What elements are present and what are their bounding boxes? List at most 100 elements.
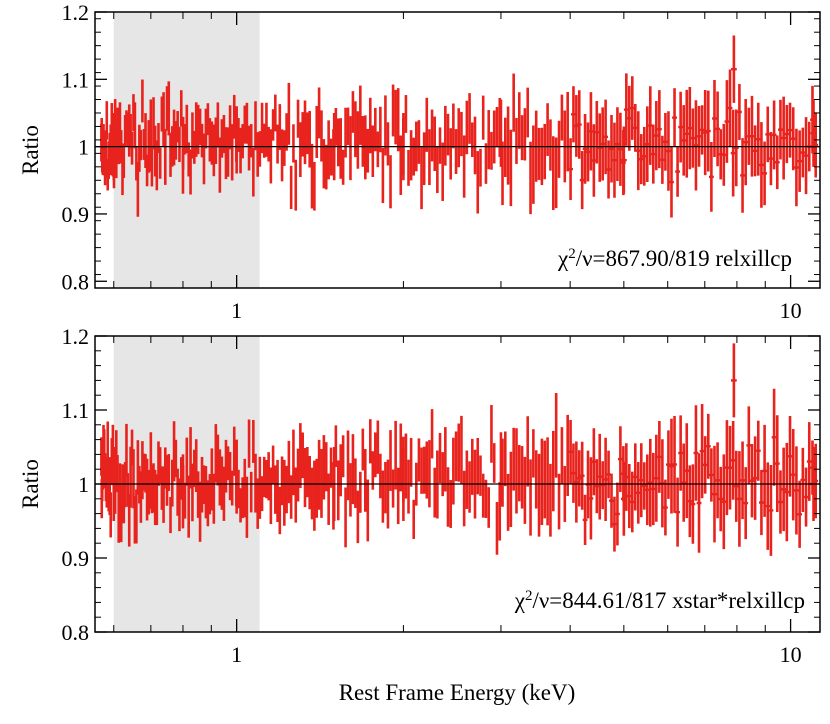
error-bar-point: [576, 90, 582, 159]
error-bar-point: [659, 439, 665, 528]
error-bar-point: [644, 106, 650, 183]
error-bar-point: [582, 113, 588, 184]
error-bar-point: [617, 112, 623, 186]
error-bar-point: [752, 125, 758, 177]
error-bar-point: [718, 466, 724, 532]
error-bar-point: [797, 130, 803, 192]
error-bar-point: [740, 441, 745, 520]
top-panel-fit-text: 867.90/819 relxillcp: [605, 246, 792, 271]
error-bar-point: [690, 108, 696, 168]
error-bar-point: [591, 124, 597, 197]
error-bar-point: [588, 457, 594, 540]
error-bar-point: [790, 428, 796, 521]
y-tick-label: 0.8: [62, 620, 90, 645]
error-bar-point: [626, 85, 632, 151]
error-bar-point: [684, 89, 690, 178]
top-panel: 0.8 0.9 1 1.1 1.2 1 10 Ratio χ2/ν=867.90/819 r…: [18, 0, 821, 323]
error-bar-point: [696, 105, 702, 167]
error-bar-point: [727, 69, 733, 147]
error-bar-point: [715, 91, 720, 167]
x-tick-label: 10: [780, 298, 802, 323]
error-bar-point: [672, 416, 677, 513]
error-bar-point: [705, 90, 711, 172]
error-bar-point: [672, 88, 677, 148]
error-bar-point: [762, 141, 767, 206]
y-tick-label: 1.2: [62, 0, 90, 25]
error-bar-point: [790, 107, 796, 171]
bottom-panel-ticks: 0.8 0.9 1 1.1 1.2 1 10: [62, 324, 820, 667]
error-bar-point: [653, 434, 659, 522]
error-bar-point: [755, 102, 761, 176]
error-bar-point: [594, 100, 600, 164]
error-bar-point: [666, 111, 671, 191]
error-bar-point: [653, 100, 659, 171]
error-bar-point: [771, 100, 777, 170]
error-bar-point: [576, 450, 582, 507]
bottom-panel: 0.8 0.9 1 1.1 1.2 1 10 Ratio χ2/ν=844.61/817 x…: [18, 324, 821, 667]
error-bar-point: [740, 138, 745, 213]
error-bar-point: [603, 437, 608, 522]
error-bar-point: [810, 99, 817, 167]
error-bar-point: [656, 421, 662, 493]
error-bar-point: [629, 471, 635, 533]
error-bar-point: [681, 105, 687, 176]
error-bar-point: [759, 469, 764, 536]
error-bar-point: [609, 473, 614, 528]
error-bar-point: [597, 113, 603, 182]
error-bar-point: [765, 106, 771, 163]
error-bar-point: [647, 438, 653, 527]
error-bar-point: [632, 443, 638, 511]
y-tick-label: 1: [78, 472, 89, 497]
error-bar-point: [603, 99, 608, 175]
error-bar-point: [752, 436, 758, 520]
x-tick-label: 1: [231, 642, 242, 667]
error-bar-point: [724, 80, 730, 163]
error-bar-point: [803, 467, 809, 527]
error-bar-point: [733, 450, 739, 522]
error-bar-point: [687, 465, 693, 538]
error-bar-point: [641, 126, 647, 186]
y-tick-label: 1.1: [62, 398, 90, 423]
x-tick-label: 1: [231, 298, 242, 323]
error-bar-point: [638, 443, 644, 518]
error-bar-point: [662, 479, 668, 536]
x-tick-label: 10: [780, 642, 802, 667]
error-bar-point: [629, 76, 635, 140]
error-bar-point: [641, 462, 647, 510]
error-bar-point: [669, 418, 674, 514]
error-bar-point: [806, 422, 812, 501]
error-bar-point: [617, 426, 623, 493]
error-bar-point: [678, 415, 684, 491]
error-bar-point: [568, 419, 573, 484]
error-bar-point: [585, 122, 591, 182]
error-bar-point: [765, 462, 771, 550]
error-bar-point: [708, 142, 714, 212]
error-bar-point: [588, 92, 594, 171]
error-bar-point: [721, 123, 727, 186]
error-bar-point: [768, 131, 774, 186]
error-bar-point: [675, 477, 680, 547]
bottom-panel-chi-symbol: χ: [514, 588, 526, 613]
error-bar-point: [693, 100, 699, 191]
error-bar-point: [615, 107, 620, 182]
error-bar-point: [650, 124, 656, 184]
y-tick-label: 0.9: [62, 202, 90, 227]
error-bar-point: [696, 453, 702, 553]
error-bar-point: [781, 447, 787, 532]
error-bar-point: [715, 442, 720, 519]
error-bar-point: [571, 443, 576, 503]
bottom-panel-fit-text: 844.61/817 xstar*relxillcp: [562, 588, 805, 613]
error-bar-point: [794, 128, 799, 207]
error-bar-point: [781, 96, 787, 180]
error-bar-point: [612, 496, 617, 552]
error-bar-point: [600, 107, 606, 181]
error-bar-point: [609, 115, 614, 183]
error-bar-point: [712, 80, 717, 157]
error-bar-point: [600, 461, 606, 510]
error-bar-point: [626, 464, 632, 529]
error-bar-point: [784, 104, 790, 164]
x-axis-label: Rest Frame Energy (keV): [339, 680, 576, 705]
error-bar-point: [571, 86, 576, 143]
error-bar-point: [612, 122, 617, 198]
error-bar-point: [746, 406, 752, 485]
